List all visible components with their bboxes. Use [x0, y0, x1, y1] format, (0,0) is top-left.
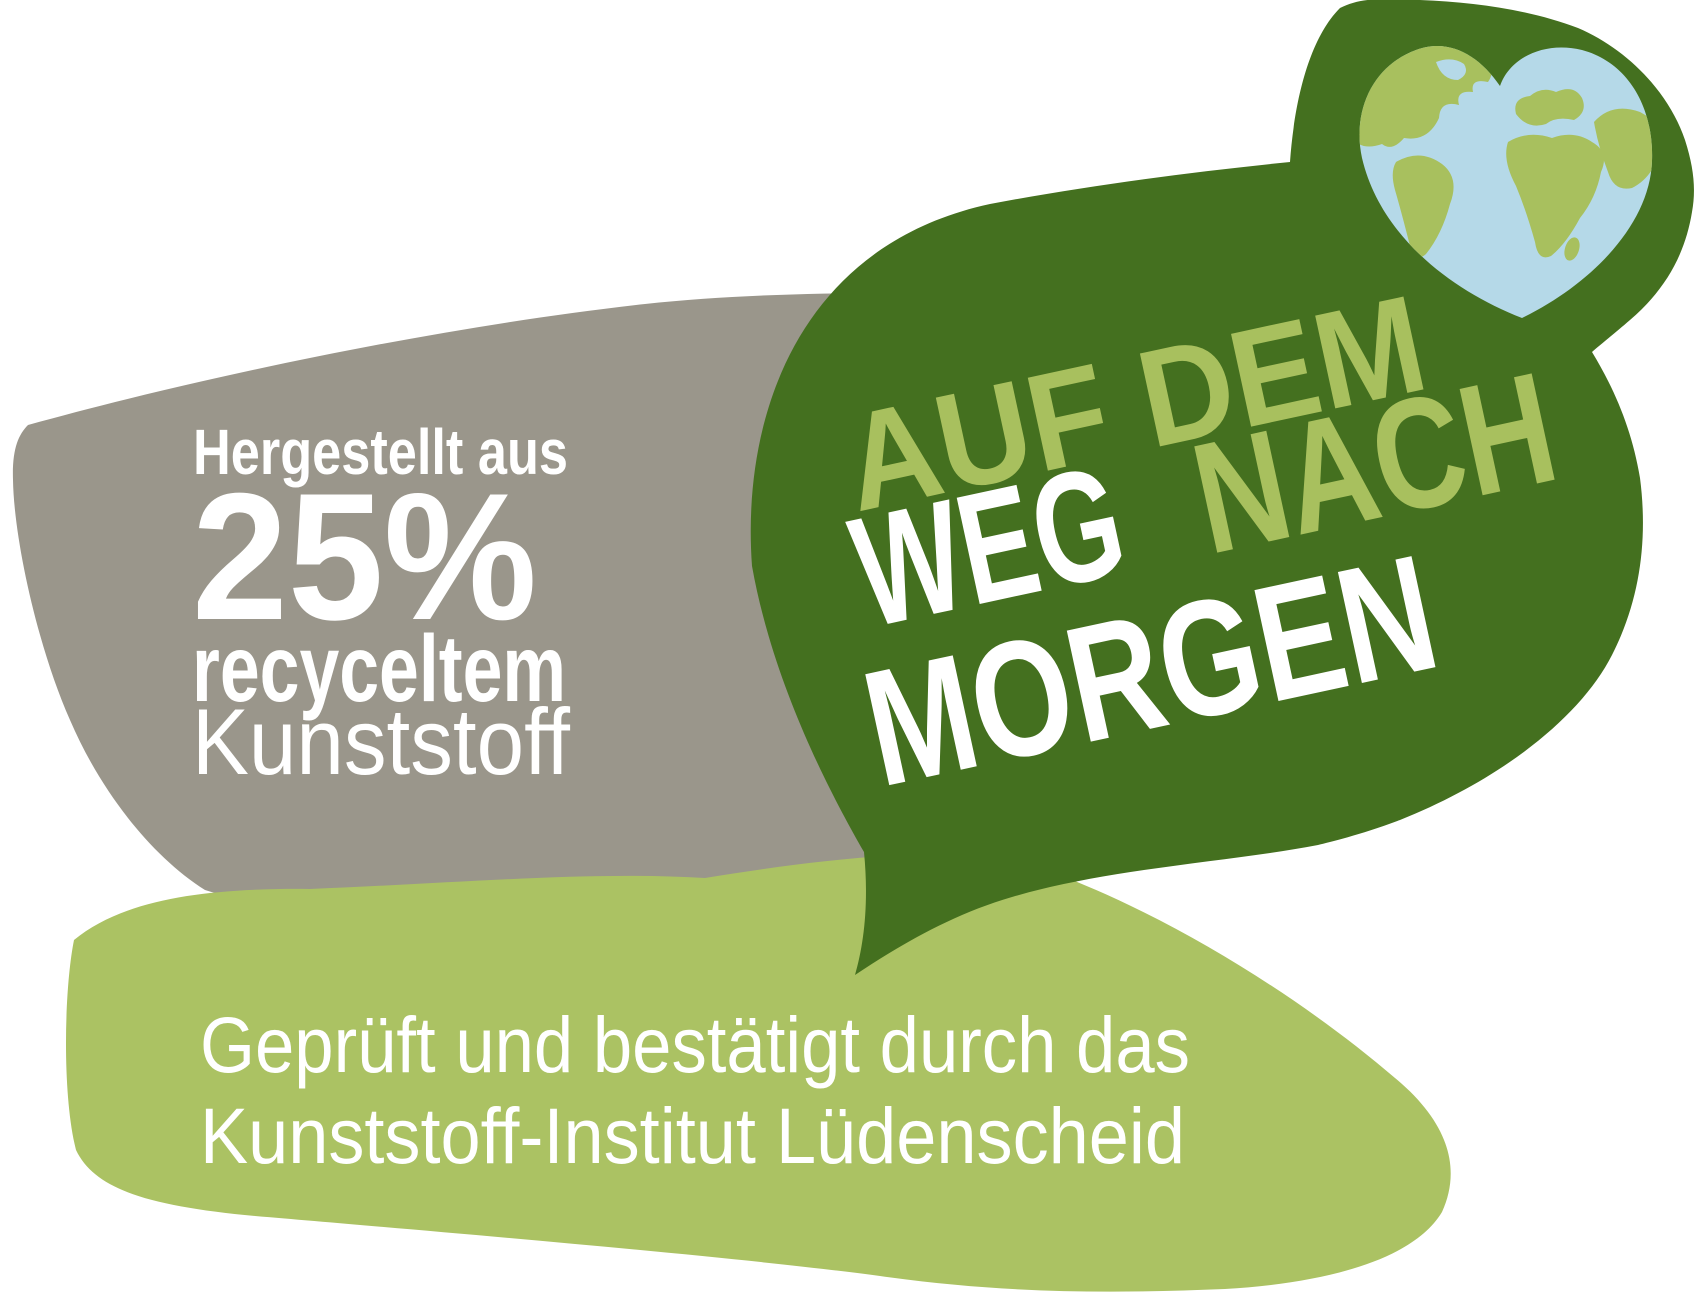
continent-madagascar — [1564, 237, 1580, 261]
certification-line1-text: Geprüft und bestätigt durch das — [200, 1000, 1190, 1089]
claim-intro-text: Hergestellt aus — [193, 416, 568, 488]
certification-line2-text: Kunststoff-Institut Lüdenscheid — [200, 1091, 1185, 1180]
claim-line3-text: Kunststoff — [192, 689, 571, 794]
continent-south-america — [1392, 155, 1454, 258]
continent-europe — [1515, 89, 1584, 126]
continent-africa — [1506, 134, 1604, 258]
earth-heart-icon — [1359, 46, 1653, 319]
continent-asia — [1594, 108, 1653, 189]
claim-percentage-text: 25% — [192, 456, 537, 658]
claim-line2-text: recyceltem — [192, 616, 566, 722]
continent-ocean-bay — [1436, 59, 1466, 80]
certification-blob — [66, 853, 1451, 1292]
